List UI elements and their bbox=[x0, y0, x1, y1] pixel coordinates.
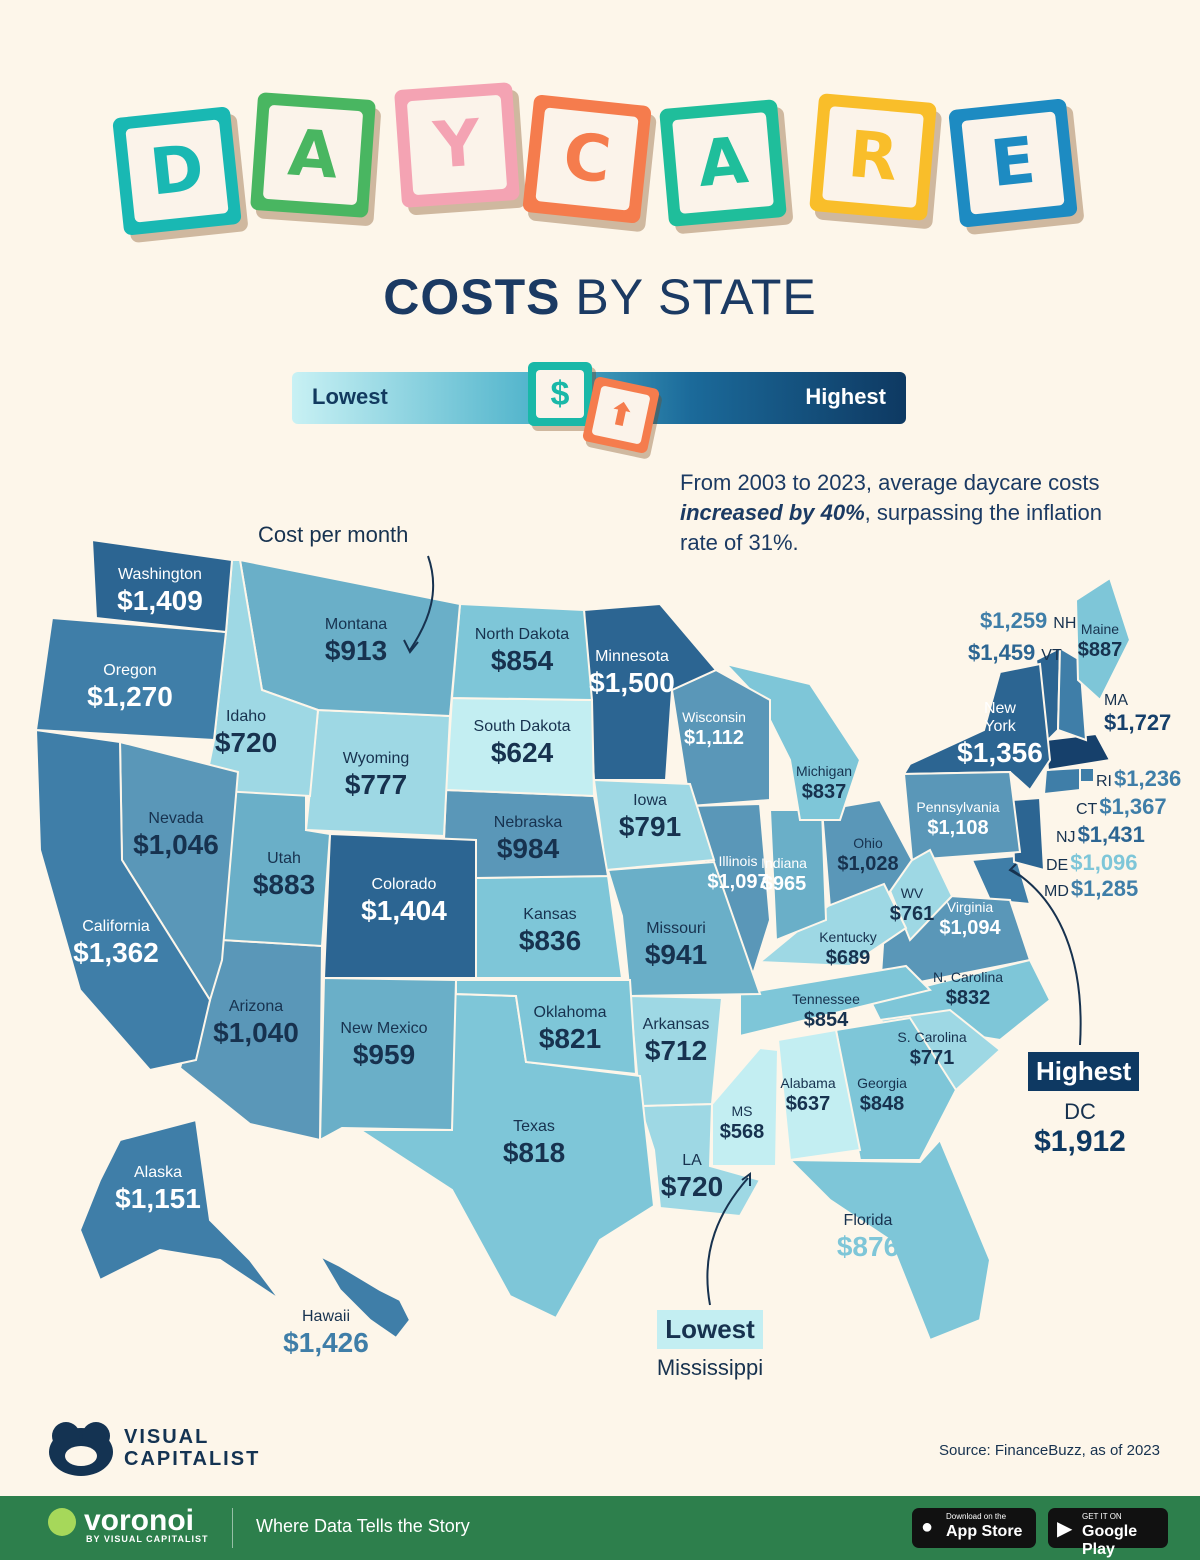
state-label-oklahoma: Oklahoma $821 bbox=[533, 1004, 607, 1054]
state-shape-oregon bbox=[34, 616, 228, 742]
state-label-california: California $1,362 bbox=[73, 918, 159, 968]
highest-tag: Highest bbox=[1028, 1052, 1140, 1091]
visual-capitalist-wordmark: VISUAL CAPITALIST bbox=[124, 1426, 261, 1470]
arrow-highest bbox=[1011, 869, 1082, 1046]
footer-tagline: Where Data Tells the Story bbox=[256, 1516, 470, 1536]
footer-bar: voronoi BY VISUAL CAPITALIST Where Data … bbox=[0, 1496, 1200, 1560]
state-shape-ms bbox=[711, 1046, 780, 1167]
app-store-button[interactable]: ● Download on the App Store bbox=[912, 1508, 1036, 1548]
ne-label-ct: CT$1,367 bbox=[1076, 794, 1167, 819]
arrow-cost-per-month bbox=[409, 555, 435, 651]
state-label-kansas: Kansas $836 bbox=[518, 906, 582, 956]
state-shape-hawaii bbox=[317, 1253, 412, 1340]
state-shape-california bbox=[34, 728, 212, 1072]
ne-label-nj: NJ$1,431 bbox=[1056, 822, 1145, 847]
state-label-idaho: Idaho $720 bbox=[214, 708, 278, 758]
state-label-nevada: Nevada $1,046 bbox=[133, 810, 219, 860]
state-shape-alabama bbox=[776, 1028, 862, 1162]
state-label-nebraska: Nebraska $984 bbox=[493, 814, 563, 864]
state-label-n-carolina: N. Carolina $832 bbox=[932, 969, 1004, 1009]
state-label-s-carolina: S. Carolina $771 bbox=[897, 1029, 967, 1069]
highest-state-name: DC bbox=[1064, 1099, 1096, 1124]
voronoi-logo-icon bbox=[48, 1508, 76, 1537]
lowest-callout: Lowest Mississippi bbox=[640, 1310, 780, 1381]
state-label-maine: Maine $887 bbox=[1077, 621, 1123, 661]
legend-high-label: Highest bbox=[805, 384, 886, 409]
growth-note: From 2003 to 2023, average daycare costs… bbox=[680, 470, 1102, 555]
state-label-north-dakota: North Dakota $854 bbox=[474, 626, 570, 676]
state-label-south-dakota: South Dakota $624 bbox=[473, 718, 571, 768]
state-label-oregon: Oregon $1,270 bbox=[87, 662, 173, 712]
state-shape-colorado bbox=[322, 832, 477, 979]
state-shape-tennessee bbox=[739, 964, 932, 1038]
ne-label-ma: MA $1,727 bbox=[1104, 692, 1172, 735]
state-label-minnesota: Minnesota $1,500 bbox=[589, 648, 675, 698]
ne-label-vt: $1,459 VT bbox=[968, 640, 1062, 665]
state-label-virginia: Virginia $1,094 bbox=[939, 899, 1001, 939]
state-label-wv: WV $761 bbox=[889, 885, 935, 925]
legend-low-label: Lowest bbox=[312, 384, 388, 409]
source-note: Source: FinanceBuzz, as of 2023 bbox=[939, 1442, 1160, 1459]
state-label-hawaii: Hawaii $1,426 bbox=[283, 1308, 369, 1358]
state-label-alabama: Alabama $637 bbox=[780, 1075, 836, 1115]
visual-capitalist-logo-icon bbox=[49, 1422, 113, 1476]
state-shape-ne-ma bbox=[1044, 732, 1112, 772]
subtitle: COSTS BY STATE bbox=[383, 269, 817, 325]
state-label-georgia: Georgia $848 bbox=[857, 1075, 907, 1115]
state-label-kentucky: Kentucky $689 bbox=[819, 929, 877, 969]
cost-per-month-label: Cost per month bbox=[258, 522, 409, 547]
state-shape-ne-md bbox=[970, 854, 1032, 906]
state-label-michigan: Michigan $837 bbox=[795, 763, 853, 803]
state-label-florida: Florida $876 bbox=[836, 1212, 900, 1262]
state-label-arizona: Arizona $1,040 bbox=[213, 998, 299, 1048]
lowest-state-name: Mississippi bbox=[656, 1355, 764, 1380]
state-shape-la bbox=[638, 1102, 762, 1218]
state-label-wyoming: Wyoming $777 bbox=[342, 750, 410, 800]
state-shape-missouri bbox=[606, 860, 762, 998]
apple-icon: ● bbox=[921, 1516, 934, 1538]
state-shape-washington bbox=[90, 538, 234, 634]
ne-label-nh: $1,259 NH bbox=[980, 608, 1077, 633]
state-label-utah: Utah $883 bbox=[252, 850, 316, 900]
ne-label-ri: RI$1,236 bbox=[1096, 766, 1182, 791]
state-label-montana: Montana $913 bbox=[324, 616, 388, 666]
arrow-lowest bbox=[706, 1177, 749, 1306]
state-label-arkansas: Arkansas $712 bbox=[642, 1016, 710, 1066]
state-shape-ne-ri bbox=[1079, 767, 1095, 783]
ne-label-md: MD$1,285 bbox=[1044, 876, 1139, 901]
state-label-la: LA $720 bbox=[660, 1152, 724, 1202]
footer-divider bbox=[232, 1508, 233, 1548]
highest-state-value: $1,912 bbox=[1034, 1125, 1126, 1158]
state-label-missouri: Missouri $941 bbox=[644, 920, 708, 970]
highest-callout: Highest DC $1,912 bbox=[1028, 1052, 1140, 1159]
state-label-indiana: Indiana $965 bbox=[761, 855, 807, 895]
voronoi-brand[interactable]: voronoi BY VISUAL CAPITALIST bbox=[48, 1504, 209, 1544]
state-shape-pennsylvania bbox=[902, 770, 1022, 862]
state-label-wisconsin: Wisconsin $1,112 bbox=[682, 709, 746, 749]
state-label-iowa: Iowa $791 bbox=[618, 792, 682, 842]
state-label-texas: Texas $818 bbox=[502, 1118, 566, 1168]
state-shape-ohio bbox=[820, 798, 914, 910]
state-shape-florida bbox=[787, 1138, 992, 1342]
google-play-button[interactable]: ▶ GET IT ON Google Play bbox=[1048, 1508, 1168, 1558]
state-label-tennessee: Tennessee $854 bbox=[792, 991, 860, 1031]
state-label-pennsylvania: Pennsylvania $1,108 bbox=[916, 799, 1000, 839]
state-shape-maine bbox=[1074, 576, 1132, 702]
state-label-new-york: New York $1,356 bbox=[957, 700, 1043, 768]
ne-label-de: DE$1,096 bbox=[1046, 850, 1138, 875]
state-label-ohio: Ohio $1,028 bbox=[837, 835, 899, 875]
state-label-colorado: Colorado $1,404 bbox=[361, 876, 447, 926]
lowest-tag: Lowest bbox=[657, 1310, 763, 1349]
state-label-new-mexico: New Mexico $959 bbox=[340, 1020, 428, 1070]
dollar-block-icon: $ bbox=[528, 362, 592, 426]
state-label-illinois: Illinois $1,097 bbox=[707, 853, 769, 893]
state-label-washington: Washington $1,409 bbox=[117, 566, 203, 616]
state-shape-alaska bbox=[78, 1118, 281, 1301]
state-shape-ne-ct bbox=[1042, 766, 1081, 796]
state-label-ms: MS $568 bbox=[719, 1103, 765, 1143]
play-icon: ▶ bbox=[1057, 1518, 1073, 1540]
state-label-alaska: Alaska $1,151 bbox=[115, 1164, 201, 1214]
